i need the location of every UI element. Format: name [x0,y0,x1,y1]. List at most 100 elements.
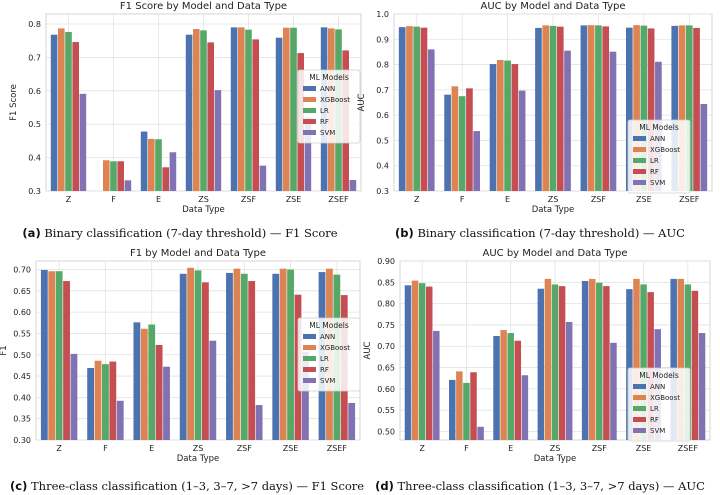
legend-swatch-rf [303,119,316,124]
y-axis-label: F1 [0,345,9,355]
y-tick-label: 0.55 [377,406,395,415]
bar-zs-rf [207,42,214,191]
bar-z-svm [79,93,87,191]
bar-z-svm [433,330,440,440]
bar-e-lr [148,324,156,440]
legend-label-xgboost: XGBoost [320,96,350,104]
bar-e-ann [133,322,141,440]
bar-z-xgboost [48,271,56,440]
bar-z-xgboost [58,28,65,191]
bar-zs-xgboost [187,267,194,440]
bar-zsf-svm [610,342,617,440]
bar-zse-ann [626,289,633,440]
chart-title: AUC by Model and Data Type [483,248,628,259]
bar-zsf-ann [581,281,589,440]
bar-e-lr [507,333,514,440]
bar-f-ann [444,94,451,191]
legend-swatch-ann [633,136,646,141]
bar-f-ann [87,367,95,440]
legend-label-lr: LR [320,355,329,363]
y-tick-label: 0.4 [376,162,389,171]
bar-zsf-ann [580,25,588,191]
bar-zsf-xgboost [587,25,595,191]
bar-zsef-svm [700,104,708,191]
bar-zsf-xgboost [233,268,241,440]
bar-z-lr [65,32,72,191]
bar-e-svm [518,90,526,191]
y-tick-label: 0.40 [13,393,31,402]
y-axis-label: AUC [357,93,367,111]
legend-swatch-svm [303,130,316,135]
legend-title: ML Models [309,73,349,82]
bar-zsef-ann [670,278,677,440]
x-tick-label: ZSF [241,195,257,204]
x-tick-label: Z [66,195,72,204]
bar-zs-ann [185,34,193,192]
legend-label-svm: SVM [320,129,335,137]
bar-zse-lr [287,269,294,440]
y-tick-label: 0.8 [376,61,389,70]
legend-swatch-rf [633,417,646,422]
bar-e-ann [489,64,497,191]
chart-f1-binary: 0.3 0.4 0.5 0.6 0.7 0.8 Z F E ZS ZSF ZSE ZSEF Data Ty… [9,1,362,215]
x-tick-label: E [149,444,154,453]
bar-f-rf [117,161,124,191]
x-tick-label: ZSEF [327,444,348,453]
y-tick-label: 0.60 [377,385,395,394]
legend-swatch-ann [303,334,316,339]
bar-z-ann [40,269,48,440]
y-tick-label: 0.30 [13,436,31,445]
bar-z-svm [427,49,435,192]
legend-swatch-rf [303,367,316,372]
bar-z-rf [72,42,79,192]
legend-label-xgboost: XGBoost [650,146,680,154]
legend-swatch-lr [303,356,316,361]
bar-zs-svm [564,50,571,191]
y-tick-label: 0.35 [13,415,31,424]
legend-swatch-ann [303,86,316,91]
x-tick-label: ZSE [283,444,299,453]
bar-e-rf [162,167,169,191]
chart-title: F1 Score by Model and Data Type [120,1,287,12]
bar-zs-lr [549,25,557,192]
bar-zs-ann [537,288,545,440]
bar-e-ann [140,131,148,191]
bar-z-ann [50,34,58,192]
bar-z-rf [63,281,70,440]
bar-zsef-lr [685,25,693,191]
x-tick-label: F [103,444,108,453]
y-tick-label: 0.85 [377,278,395,287]
caption-d-text: Three-class classification (1–3, 3–7, >7… [397,479,705,493]
x-axis-label: Data Type [532,205,575,215]
y-tick-label: 0.75 [377,321,395,330]
legend-label-svm: SVM [650,427,665,435]
caption-b: (b) Binary classification (7-day thresho… [370,226,710,240]
bar-zs-xgboost [193,29,200,191]
bar-z-xgboost [411,280,419,440]
bar-zs-svm [565,321,573,440]
bar-zs-svm [214,90,222,191]
bar-z-lr [413,26,421,192]
bar-z-lr [55,271,63,440]
bar-f-rf [109,361,117,440]
y-tick-label: 0.65 [13,287,31,296]
y-tick-label: 0.4 [28,154,41,163]
legend-swatch-xgboost [303,345,316,350]
x-tick-label: Z [414,195,420,204]
bar-zsf-ann [226,272,233,440]
panel-a: 0.3 0.4 0.5 0.6 0.7 0.8 Z F E ZS ZSF ZSE ZSEF Data Ty… [0,0,362,225]
y-tick-label: 0.5 [28,120,41,129]
legend-swatch-lr [633,158,646,163]
y-tick-label: 0.6 [28,87,41,96]
bar-zs-rf [558,286,566,440]
bar-zsef-svm [349,179,357,191]
legend-label-ann: ANN [650,383,665,391]
bar-zs-xgboost [542,25,550,191]
bar-zsf-svm [259,165,267,191]
bar-zs-xgboost [544,278,552,440]
x-axis-label: Data Type [534,454,577,464]
y-tick-label: 0.70 [377,342,395,351]
legend-swatch-lr [633,406,646,411]
legend-swatch-svm [633,428,646,433]
legend-swatch-xgboost [633,147,646,152]
